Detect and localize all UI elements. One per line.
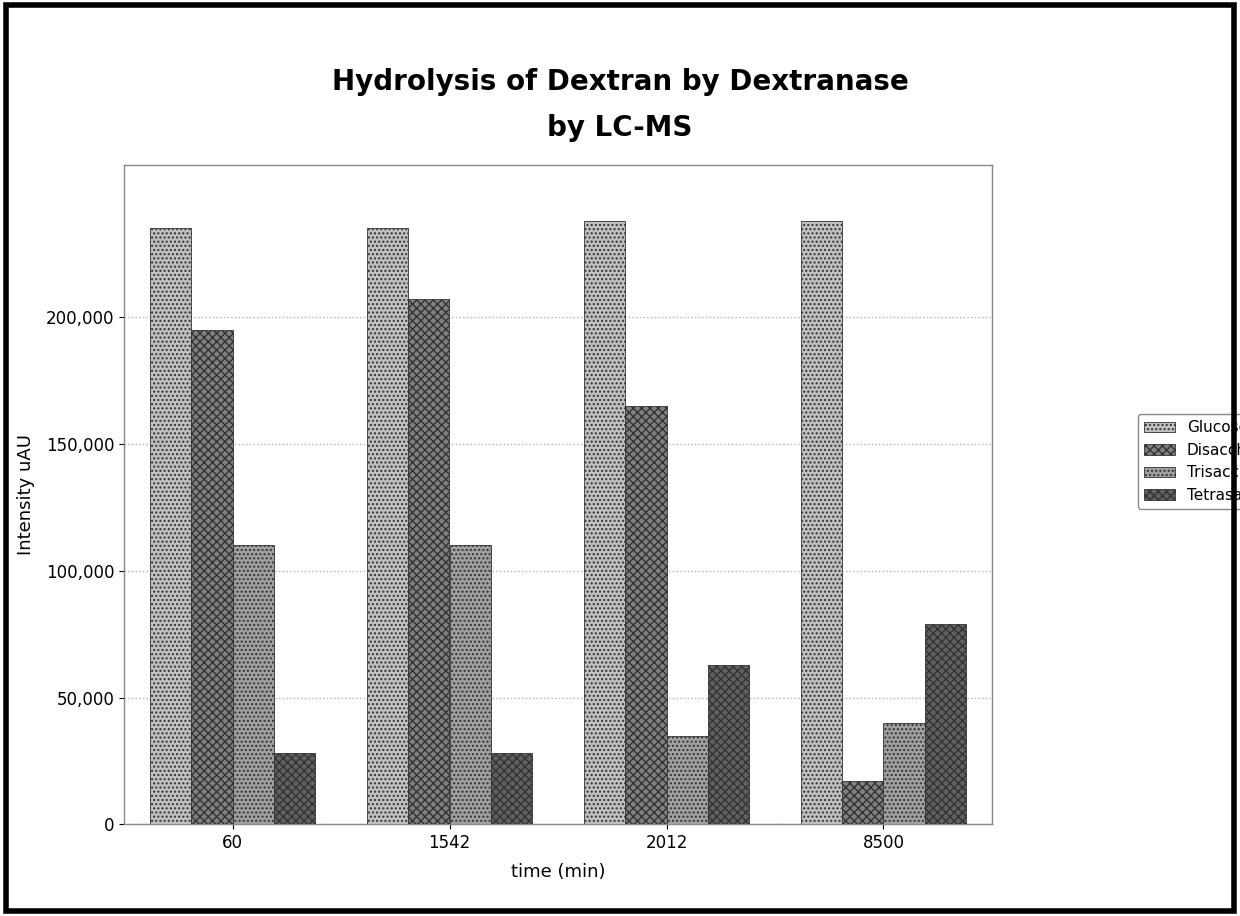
Text: by LC-MS: by LC-MS	[547, 114, 693, 142]
Bar	[842, 781, 883, 824]
Bar	[408, 300, 449, 824]
Bar	[625, 406, 667, 824]
Bar	[801, 221, 842, 824]
Bar	[883, 723, 925, 824]
X-axis label: time (min): time (min)	[511, 863, 605, 881]
Bar	[491, 753, 532, 824]
Bar	[274, 753, 315, 824]
Bar	[584, 221, 625, 824]
Bar	[449, 545, 491, 824]
Bar	[150, 228, 191, 824]
Bar	[667, 736, 708, 824]
Bar	[191, 330, 233, 824]
Text: Hydrolysis of Dextran by Dextranase: Hydrolysis of Dextran by Dextranase	[331, 69, 909, 96]
Bar	[367, 228, 408, 824]
Bar	[708, 665, 749, 824]
Bar	[233, 545, 274, 824]
Y-axis label: Intensity uAU: Intensity uAU	[16, 434, 35, 555]
Bar	[925, 624, 966, 824]
Legend: Glucose, Disaccharide, Trisaccharide, Tetrasaccharide: Glucose, Disaccharide, Trisaccharide, Te…	[1138, 414, 1240, 509]
